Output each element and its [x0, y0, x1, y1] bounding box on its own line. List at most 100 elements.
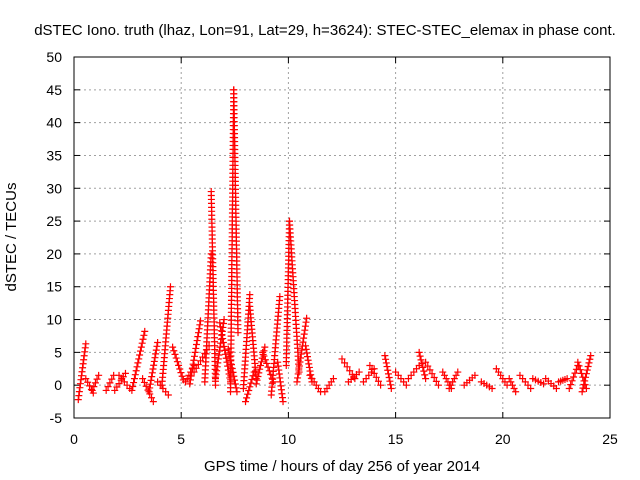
data-arc — [505, 375, 520, 396]
axis-ticks: 0 5 10 15 20 25 -5 0 5 10 15 20 25 30 35 40 45 50 — [46, 49, 618, 447]
data-arc — [158, 283, 174, 389]
data-arc — [415, 348, 430, 383]
data-point — [149, 365, 157, 373]
data-point — [527, 384, 535, 392]
data-point — [585, 359, 593, 367]
data-point — [372, 373, 380, 381]
data-point — [146, 384, 154, 392]
data-point — [194, 361, 202, 369]
data-point — [231, 376, 239, 384]
data-point — [417, 356, 425, 364]
data-point — [279, 398, 287, 406]
data-point — [296, 358, 304, 366]
data-point — [218, 331, 226, 339]
data-point — [586, 355, 594, 363]
data-point — [82, 340, 90, 348]
data-point — [138, 339, 146, 347]
data-point — [88, 386, 96, 394]
data-point — [181, 378, 189, 386]
data-point — [243, 394, 251, 402]
data-point — [171, 350, 179, 358]
data-arc — [145, 339, 162, 396]
data-point — [190, 352, 198, 360]
data-point — [307, 371, 315, 379]
data-point — [247, 379, 255, 387]
data-point — [248, 375, 256, 383]
data-point — [385, 374, 393, 382]
data-point — [454, 368, 462, 376]
data-point — [402, 381, 410, 389]
data-arc — [321, 375, 337, 396]
data-point — [450, 375, 458, 383]
data-point — [571, 369, 579, 377]
data-point — [175, 361, 183, 369]
y-tick-label: 5 — [54, 344, 62, 360]
data-point — [259, 348, 267, 356]
data-point — [355, 368, 363, 376]
data-arc — [154, 378, 172, 399]
data-point — [193, 337, 201, 345]
y-tick-label: 0 — [54, 377, 62, 393]
data-point — [452, 371, 460, 379]
data-point — [583, 366, 591, 374]
data-point — [381, 352, 389, 360]
data-point — [257, 358, 265, 366]
data-point — [216, 319, 224, 327]
data-point — [447, 381, 455, 389]
data-point — [565, 384, 573, 392]
data-point — [439, 368, 447, 376]
data-point — [303, 349, 311, 357]
data-point — [201, 349, 209, 357]
data-point — [199, 353, 207, 361]
data-point — [233, 388, 241, 396]
data-point — [228, 364, 236, 372]
y-tick-label: 30 — [46, 180, 62, 196]
data-point — [150, 361, 158, 369]
data-point — [276, 293, 284, 301]
data-point — [442, 375, 450, 383]
data-arc — [366, 361, 385, 389]
data-arc — [344, 368, 363, 386]
data-point — [154, 339, 162, 347]
data-arc — [88, 371, 103, 394]
data-point — [351, 375, 359, 383]
data-point — [135, 355, 143, 363]
data-point — [187, 372, 195, 380]
data-point — [142, 382, 150, 390]
data-arc — [555, 375, 571, 386]
data-point — [194, 333, 202, 341]
data-point — [219, 335, 227, 343]
data-point — [93, 375, 101, 383]
data-point — [383, 363, 391, 371]
y-tick-label: 40 — [46, 115, 62, 131]
data-point — [249, 372, 257, 380]
data-point — [426, 366, 434, 374]
data-point — [132, 367, 140, 375]
data-point — [128, 386, 136, 394]
data-point — [370, 369, 378, 377]
data-point — [338, 355, 346, 363]
data-point — [295, 366, 303, 374]
data-point — [540, 380, 548, 388]
data-point — [261, 343, 269, 351]
data-point — [301, 322, 309, 330]
y-tick-label: 25 — [46, 213, 62, 229]
data-point — [384, 366, 392, 374]
data-point — [574, 358, 582, 366]
data-point — [246, 383, 254, 391]
data-arc — [115, 371, 134, 392]
y-tick-label: 35 — [46, 147, 62, 163]
data-point — [263, 359, 271, 367]
data-point — [303, 314, 311, 322]
data-point — [190, 368, 198, 376]
data-point — [581, 377, 589, 385]
data-point — [416, 352, 424, 360]
x-tick-label: 20 — [495, 431, 511, 447]
data-point — [108, 375, 116, 383]
data-point — [244, 390, 252, 398]
data-arc — [82, 375, 97, 397]
data-point — [579, 384, 587, 392]
data-arc — [445, 368, 462, 392]
data-point — [137, 343, 145, 351]
data-point — [507, 378, 515, 386]
